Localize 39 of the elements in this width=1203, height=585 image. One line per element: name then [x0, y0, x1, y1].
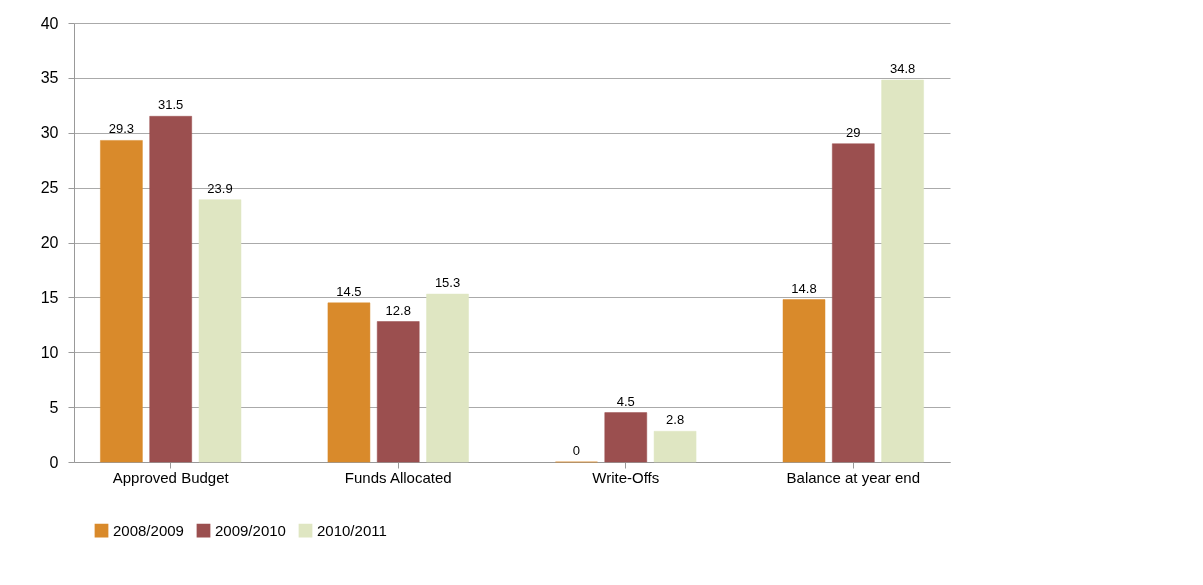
legend-label: 2010/2011 [317, 521, 387, 539]
x-tick-label: Write-Offs [592, 468, 660, 486]
bar [100, 140, 143, 463]
data-label: 12.8 [385, 302, 411, 318]
bar [782, 299, 826, 463]
y-tick-label: 5 [49, 398, 59, 416]
data-label: 15.3 [434, 275, 461, 291]
data-label: 14.5 [336, 283, 362, 299]
bar [149, 116, 192, 463]
bar [198, 199, 242, 463]
x-tick-label: Balance at year end [786, 468, 921, 486]
bar [881, 79, 924, 463]
data-label: 29 [846, 124, 861, 140]
data-label: 0 [572, 443, 581, 458]
data-label: 2.8 [666, 412, 685, 428]
data-label: 31.5 [158, 97, 184, 113]
data-label: 34.8 [889, 61, 916, 77]
bar [604, 412, 648, 463]
bar [376, 321, 420, 463]
bar [426, 293, 469, 463]
y-tick-label: 25 [40, 179, 59, 197]
legend-label: 2009/2010 [215, 521, 286, 539]
x-tick-label: Funds Allocated [344, 468, 452, 486]
y-tick-label: 10 [40, 343, 59, 361]
y-tick-label: 40 [40, 14, 59, 32]
bar [327, 302, 371, 463]
data-label: 14.8 [791, 280, 817, 296]
y-tick-label: 35 [40, 69, 59, 87]
y-tick-label: 15 [40, 288, 59, 306]
data-label: 4.5 [616, 393, 635, 409]
y-tick-label: 30 [40, 124, 59, 142]
legend-label: 2008/2009 [113, 521, 184, 539]
data-label: 29.3 [108, 121, 135, 137]
y-tick-label: 0 [49, 453, 59, 471]
y-tick-label: 20 [40, 234, 59, 251]
bar [832, 143, 875, 463]
bar [653, 431, 697, 463]
x-tick-label: Approved Budget [112, 468, 230, 486]
data-label: 23.9 [207, 180, 233, 196]
